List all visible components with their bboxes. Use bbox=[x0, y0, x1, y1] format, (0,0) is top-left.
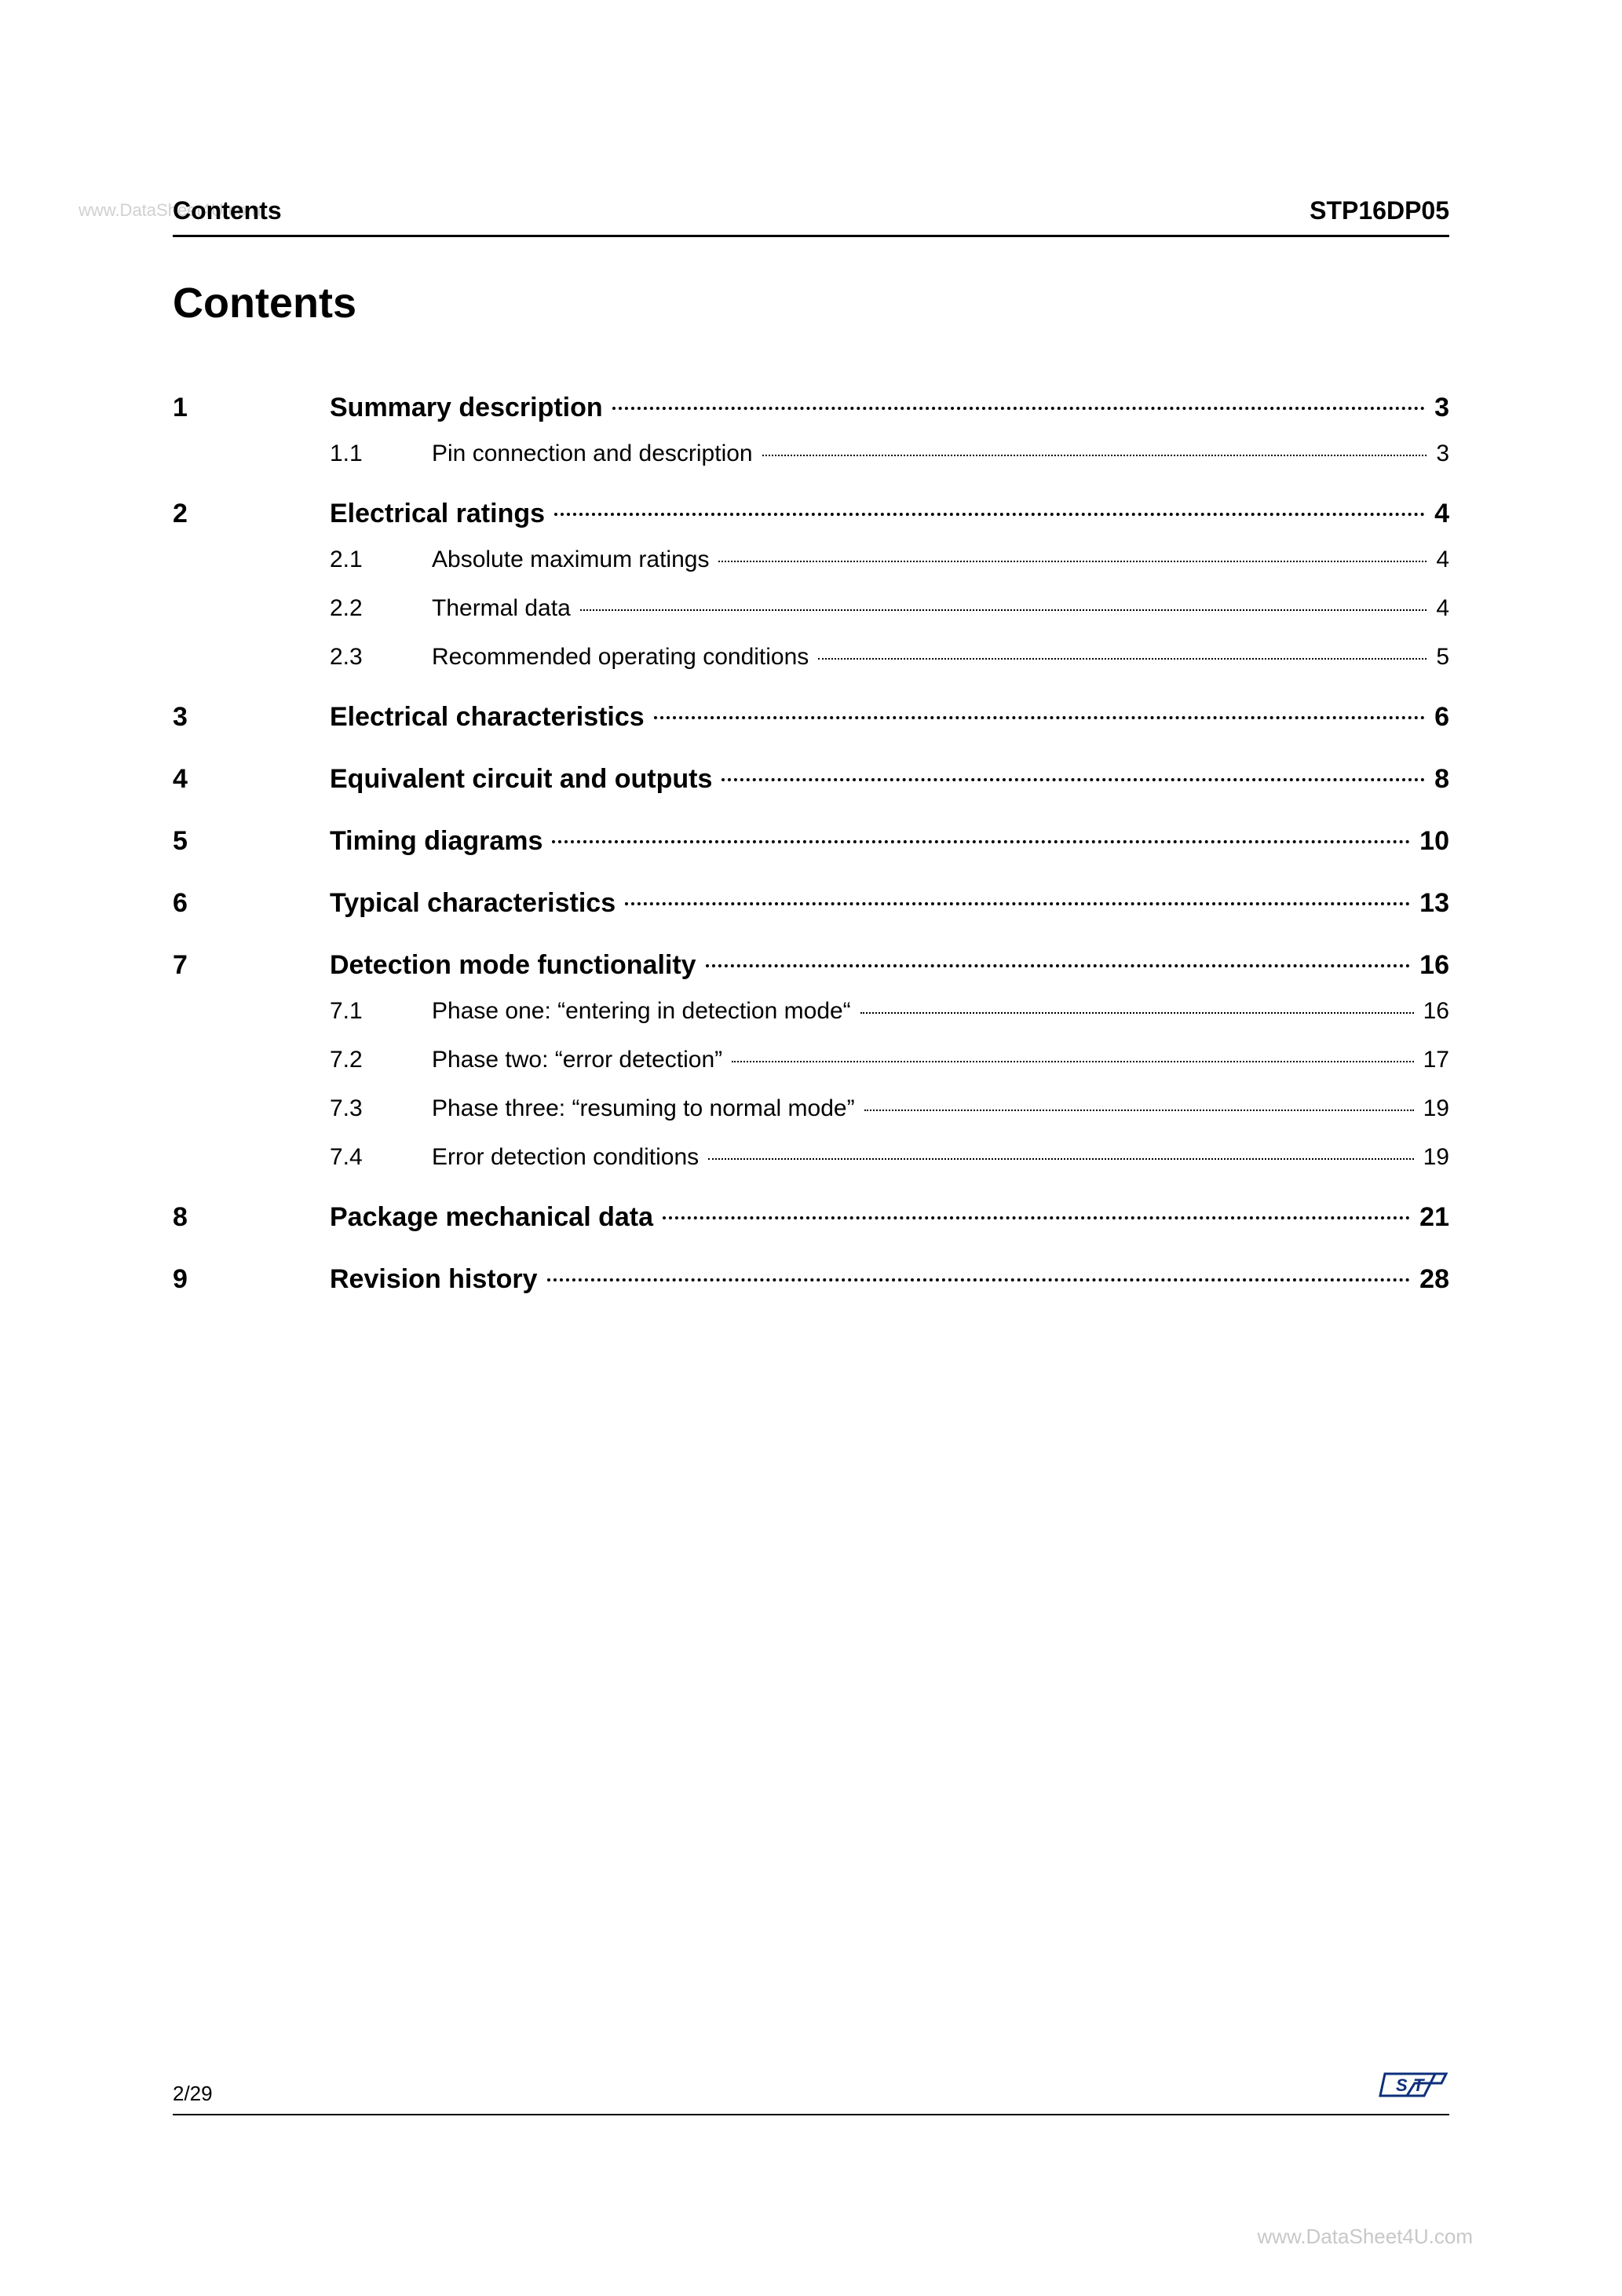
toc-subsection-title: Recommended operating conditions bbox=[432, 644, 809, 671]
toc-section-page: 13 bbox=[1419, 888, 1449, 919]
toc-subsection: 2.1Absolute maximum ratings 4 bbox=[173, 547, 1449, 573]
watermark-bottom-right: www.DataSheet4U.com bbox=[1257, 2225, 1473, 2249]
page-number: 2/29 bbox=[173, 2082, 213, 2106]
toc-section-title: Detection mode functionality bbox=[330, 950, 696, 981]
svg-text:S: S bbox=[1396, 2075, 1408, 2095]
toc-section-title: Electrical characteristics bbox=[330, 702, 645, 733]
page-header: Contents STP16DP05 bbox=[173, 196, 1449, 237]
header-right-label: STP16DP05 bbox=[1310, 196, 1449, 225]
toc-section: 6Typical characteristics 13 bbox=[173, 888, 1449, 919]
toc-section-number: 6 bbox=[173, 888, 330, 919]
toc-subsection-page: 4 bbox=[1436, 595, 1449, 622]
header-left-label: Contents bbox=[173, 196, 282, 225]
toc-section: 3Electrical characteristics 6 bbox=[173, 702, 1449, 733]
toc-section: 2Electrical ratings 4 bbox=[173, 499, 1449, 529]
toc-section-page: 21 bbox=[1419, 1202, 1449, 1233]
toc-section-page: 8 bbox=[1434, 764, 1449, 795]
toc-section-number: 8 bbox=[173, 1202, 330, 1233]
toc-section-page: 16 bbox=[1419, 950, 1449, 981]
toc-subsection: 7.2Phase two: “error detection” 17 bbox=[173, 1047, 1449, 1073]
toc-leader-dots bbox=[860, 1012, 1414, 1014]
toc-subsection: 2.2Thermal data 4 bbox=[173, 595, 1449, 622]
toc-section: 1Summary description 3 bbox=[173, 393, 1449, 423]
toc-section-number: 2 bbox=[173, 499, 330, 529]
toc-leader-dots bbox=[718, 561, 1427, 562]
toc-subsection-number: 2.3 bbox=[330, 644, 432, 671]
toc-section: 5Timing diagrams 10 bbox=[173, 826, 1449, 857]
toc-leader-dots bbox=[762, 455, 1427, 456]
toc-subsection-number: 7.2 bbox=[330, 1047, 432, 1073]
toc-subsection-page: 5 bbox=[1436, 644, 1449, 671]
toc-subsection-number: 2.1 bbox=[330, 547, 432, 573]
toc-subsection-number: 7.4 bbox=[330, 1144, 432, 1171]
svg-text:T: T bbox=[1413, 2075, 1425, 2095]
toc-leader-dots bbox=[818, 658, 1427, 660]
toc-leader-dots bbox=[580, 609, 1427, 611]
toc-section-number: 9 bbox=[173, 1264, 330, 1295]
toc-subsection-title: Error detection conditions bbox=[432, 1144, 699, 1171]
toc-leader-dots bbox=[721, 778, 1425, 781]
toc-section-title: Summary description bbox=[330, 393, 603, 423]
toc-leader-dots bbox=[708, 1158, 1413, 1160]
toc-subsection: 1.1Pin connection and description 3 bbox=[173, 441, 1449, 467]
toc-section: 4Equivalent circuit and outputs 8 bbox=[173, 764, 1449, 795]
toc-section-page: 6 bbox=[1434, 702, 1449, 733]
st-logo: S T bbox=[1379, 2067, 1449, 2106]
toc-leader-dots bbox=[612, 407, 1425, 410]
toc-subsection-page: 16 bbox=[1423, 998, 1449, 1025]
toc-section-title: Package mechanical data bbox=[330, 1202, 653, 1233]
toc-subsection-number: 1.1 bbox=[330, 441, 432, 467]
toc-leader-dots bbox=[706, 964, 1411, 967]
toc-subsection-title: Phase three: “resuming to normal mode” bbox=[432, 1095, 855, 1122]
page-footer: 2/29 S T bbox=[173, 2067, 1449, 2115]
toc-section-title: Equivalent circuit and outputs bbox=[330, 764, 712, 795]
toc-section-title: Timing diagrams bbox=[330, 826, 542, 857]
toc-subsection-page: 17 bbox=[1423, 1047, 1449, 1073]
page-title: Contents bbox=[173, 279, 356, 327]
toc-subsection-page: 19 bbox=[1423, 1095, 1449, 1122]
toc-leader-dots bbox=[547, 1278, 1411, 1281]
table-of-contents: 1Summary description31.1Pin connection a… bbox=[173, 393, 1449, 1312]
toc-subsection: 7.3Phase three: “resuming to normal mode… bbox=[173, 1095, 1449, 1122]
toc-section-number: 1 bbox=[173, 393, 330, 423]
toc-subsection-number: 7.1 bbox=[330, 998, 432, 1025]
toc-subsection-page: 3 bbox=[1436, 441, 1449, 467]
toc-section-number: 5 bbox=[173, 826, 330, 857]
toc-section-number: 7 bbox=[173, 950, 330, 981]
toc-subsection-title: Pin connection and description bbox=[432, 441, 753, 467]
toc-section: 7Detection mode functionality 16 bbox=[173, 950, 1449, 981]
toc-subsection-number: 7.3 bbox=[330, 1095, 432, 1122]
toc-leader-dots bbox=[552, 840, 1410, 843]
toc-leader-dots bbox=[625, 902, 1410, 905]
toc-section-page: 3 bbox=[1434, 393, 1449, 423]
toc-leader-dots bbox=[554, 513, 1425, 516]
toc-subsection-title: Phase two: “error detection” bbox=[432, 1047, 722, 1073]
toc-section-page: 10 bbox=[1419, 826, 1449, 857]
toc-section-number: 3 bbox=[173, 702, 330, 733]
toc-section: 8Package mechanical data 21 bbox=[173, 1202, 1449, 1233]
toc-subsection: 2.3Recommended operating conditions 5 bbox=[173, 644, 1449, 671]
toc-section-page: 28 bbox=[1419, 1264, 1449, 1295]
toc-subsection-title: Absolute maximum ratings bbox=[432, 547, 709, 573]
toc-leader-dots bbox=[654, 716, 1425, 719]
toc-subsection-number: 2.2 bbox=[330, 595, 432, 622]
toc-leader-dots bbox=[864, 1110, 1414, 1111]
toc-subsection-title: Thermal data bbox=[432, 595, 571, 622]
toc-subsection-page: 19 bbox=[1423, 1144, 1449, 1171]
toc-subsection-page: 4 bbox=[1436, 547, 1449, 573]
toc-section-number: 4 bbox=[173, 764, 330, 795]
toc-section: 9Revision history 28 bbox=[173, 1264, 1449, 1295]
toc-subsection: 7.1Phase one: “entering in detection mod… bbox=[173, 998, 1449, 1025]
toc-subsection-title: Phase one: “entering in detection mode“ bbox=[432, 998, 851, 1025]
toc-leader-dots bbox=[732, 1061, 1413, 1062]
toc-section-title: Typical characteristics bbox=[330, 888, 616, 919]
toc-section-title: Revision history bbox=[330, 1264, 538, 1295]
toc-section-page: 4 bbox=[1434, 499, 1449, 529]
toc-subsection: 7.4Error detection conditions 19 bbox=[173, 1144, 1449, 1171]
toc-leader-dots bbox=[663, 1216, 1410, 1219]
toc-section-title: Electrical ratings bbox=[330, 499, 545, 529]
